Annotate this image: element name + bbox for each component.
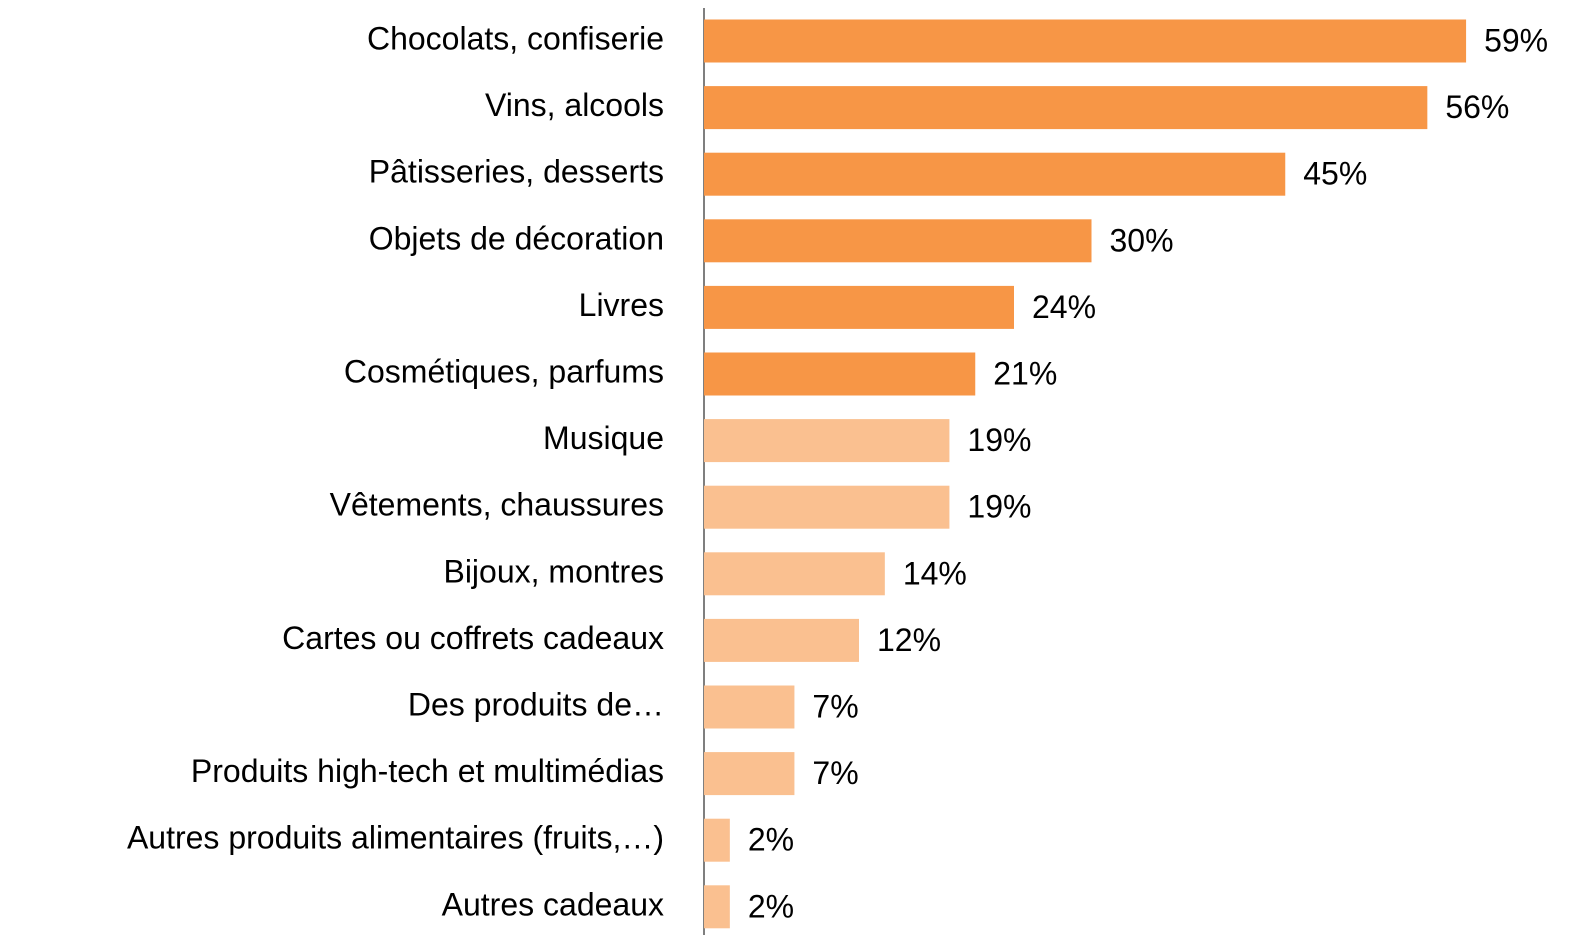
bar [704,685,795,729]
category-label: Produits high-tech et multimédias [191,753,664,789]
bar [704,618,859,662]
category-label: Cartes ou coffrets cadeaux [282,620,664,656]
bar [704,419,950,463]
data-label: 7% [812,688,858,724]
data-label: 2% [748,888,794,924]
category-label: Cosmétiques, parfums [344,353,664,389]
data-label: 45% [1303,156,1367,192]
bar [704,485,950,529]
data-label: 19% [967,489,1031,525]
data-label: 30% [1110,222,1174,258]
data-label: 24% [1032,289,1096,325]
data-label: 12% [877,622,941,658]
category-label: Livres [579,287,664,323]
category-label: Vêtements, chaussures [330,487,664,523]
category-label: Chocolats, confiserie [367,20,664,56]
category-label: Pâtisseries, desserts [369,154,664,190]
category-label: Autres produits alimentaires (fruits,…) [127,820,664,856]
data-label: 59% [1484,22,1548,58]
category-label: Objets de décoration [369,220,664,256]
bar [704,219,1092,263]
data-label: 2% [748,822,794,858]
bar [704,19,1467,63]
data-label: 19% [967,422,1031,458]
bar [704,885,730,929]
bar [704,285,1014,329]
data-label: 21% [993,355,1057,391]
bar [704,86,1428,130]
bar [704,152,1286,196]
category-label: Vins, alcools [485,87,664,123]
bar [704,752,795,796]
data-label: 7% [812,755,858,791]
category-label: Autres cadeaux [442,886,664,922]
bar [704,818,730,862]
bar [704,352,976,396]
category-label: Des produits de… [408,686,664,722]
bar [704,552,885,596]
category-label: Bijoux, montres [443,553,664,589]
data-label: 56% [1445,89,1509,125]
data-label: 14% [903,555,967,591]
category-label: Musique [543,420,664,456]
